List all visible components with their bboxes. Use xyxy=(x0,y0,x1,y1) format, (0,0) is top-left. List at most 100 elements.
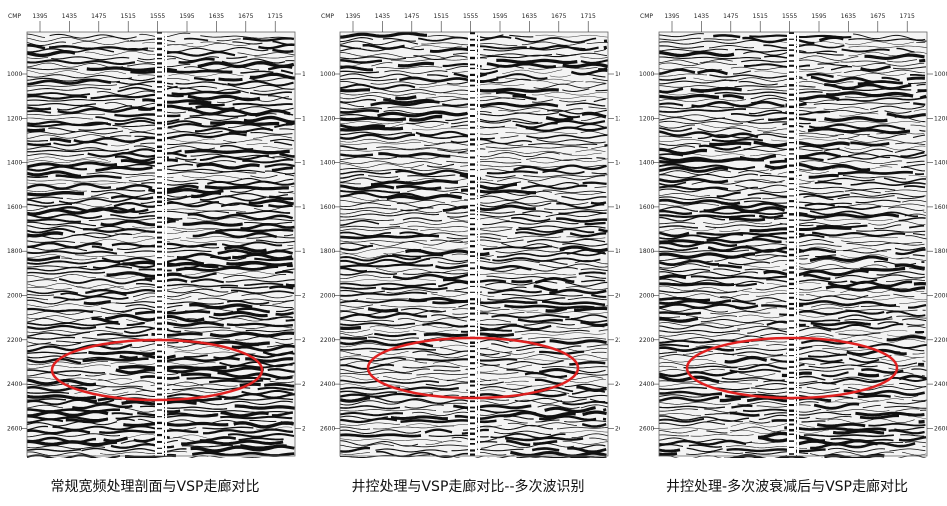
vsp-trace xyxy=(157,196,162,198)
reflection xyxy=(729,219,765,220)
vsp-trace xyxy=(157,127,162,129)
vsp-trace xyxy=(157,263,162,265)
reflection xyxy=(130,71,232,73)
y-tick-label: 1600 xyxy=(320,204,335,211)
vsp-trace xyxy=(470,44,475,46)
vsp-trace xyxy=(157,416,162,417)
vsp-trace xyxy=(789,392,794,393)
reflection xyxy=(27,392,69,393)
reflection xyxy=(798,320,840,321)
vsp-trace xyxy=(470,133,475,135)
y-tick-label: 1200 xyxy=(320,115,335,122)
vsp-trace xyxy=(157,201,162,203)
y-tick-label: 1600 xyxy=(615,204,620,211)
reflection xyxy=(603,409,606,410)
reflection xyxy=(391,417,448,419)
vsp-trace xyxy=(157,453,162,454)
vsp-trace xyxy=(157,91,162,92)
vsp-trace xyxy=(157,351,162,353)
reflection xyxy=(432,301,537,303)
vsp-trace xyxy=(157,139,162,141)
vsp-trace xyxy=(470,121,475,123)
vsp-trace xyxy=(470,407,475,409)
y-tick-label: 1200 xyxy=(639,115,654,122)
vsp-trace xyxy=(157,300,162,301)
vsp-trace xyxy=(470,368,475,369)
x-tick-label: 1435 xyxy=(375,13,390,20)
reflection xyxy=(919,60,925,61)
reflection xyxy=(913,103,925,104)
vsp-trace xyxy=(157,356,162,358)
reflection xyxy=(27,144,51,145)
vsp-trace xyxy=(789,125,794,127)
vsp-trace xyxy=(157,232,162,234)
vsp-trace xyxy=(470,438,475,440)
reflection xyxy=(511,281,532,282)
reflection xyxy=(286,320,295,321)
reflection xyxy=(858,396,891,397)
vsp-trace xyxy=(157,150,162,152)
vsp-trace xyxy=(470,350,475,352)
y-tick-label: 1600 xyxy=(302,204,305,211)
vsp-trace xyxy=(789,231,794,233)
vsp-trace xyxy=(789,78,794,80)
vsp-trace xyxy=(789,237,794,239)
y-tick-label: 2200 xyxy=(320,337,335,344)
y-tick-label: 2600 xyxy=(934,425,947,432)
y-tick-label: 1400 xyxy=(934,160,947,167)
vsp-trace xyxy=(789,327,794,328)
y-tick-label: 1800 xyxy=(302,248,305,255)
y-tick-label: 1800 xyxy=(639,248,654,255)
vsp-trace xyxy=(157,403,162,405)
vsp-trace xyxy=(470,251,475,253)
vsp-trace xyxy=(157,388,162,390)
vsp-trace xyxy=(789,320,794,321)
vsp-trace xyxy=(789,271,794,273)
y-tick-label: 2200 xyxy=(302,337,305,344)
vsp-trace xyxy=(789,382,794,384)
vsp-trace xyxy=(789,165,794,167)
vsp-trace xyxy=(470,127,475,129)
y-tick-label: 2000 xyxy=(639,293,654,300)
vsp-trace xyxy=(470,209,475,211)
vsp-trace xyxy=(789,44,794,46)
vsp-trace xyxy=(789,112,794,114)
vsp-trace xyxy=(789,404,794,406)
vsp-trace xyxy=(470,234,475,236)
x-tick-label: 1595 xyxy=(179,13,194,20)
vsp-trace xyxy=(789,308,794,310)
y-tick-label: 1400 xyxy=(320,160,335,167)
reflection xyxy=(659,96,719,99)
vsp-trace xyxy=(470,255,475,257)
vsp-trace xyxy=(789,288,794,289)
vsp-trace xyxy=(789,297,794,299)
vsp-trace xyxy=(789,453,794,455)
reflection xyxy=(27,141,48,142)
vsp-trace xyxy=(470,411,475,412)
vsp-trace xyxy=(470,362,475,364)
vsp-trace xyxy=(157,54,162,56)
vsp-trace xyxy=(789,349,794,351)
x-tick-label: 1595 xyxy=(492,13,507,20)
reflection xyxy=(211,456,295,458)
vsp-trace xyxy=(789,344,794,346)
vsp-trace xyxy=(470,313,475,315)
reflection xyxy=(504,306,594,308)
vsp-trace xyxy=(789,372,794,374)
y-tick-label: 1200 xyxy=(615,115,620,122)
vsp-trace xyxy=(157,211,162,212)
vsp-trace xyxy=(789,388,794,390)
vsp-trace xyxy=(470,214,475,215)
vsp-trace xyxy=(470,85,475,87)
y-tick-label: 2200 xyxy=(934,337,947,344)
vsp-trace xyxy=(789,314,794,316)
x-axis-label: CMP xyxy=(640,13,653,20)
vsp-trace xyxy=(789,60,794,62)
vsp-trace xyxy=(157,257,162,258)
reflection xyxy=(922,376,925,377)
vsp-trace xyxy=(470,449,475,451)
x-tick-label: 1715 xyxy=(900,13,915,20)
figure: CMP1395143514751515155515951635167517151… xyxy=(0,0,947,506)
vsp-trace xyxy=(789,84,794,86)
x-tick-label: 1435 xyxy=(62,13,77,20)
